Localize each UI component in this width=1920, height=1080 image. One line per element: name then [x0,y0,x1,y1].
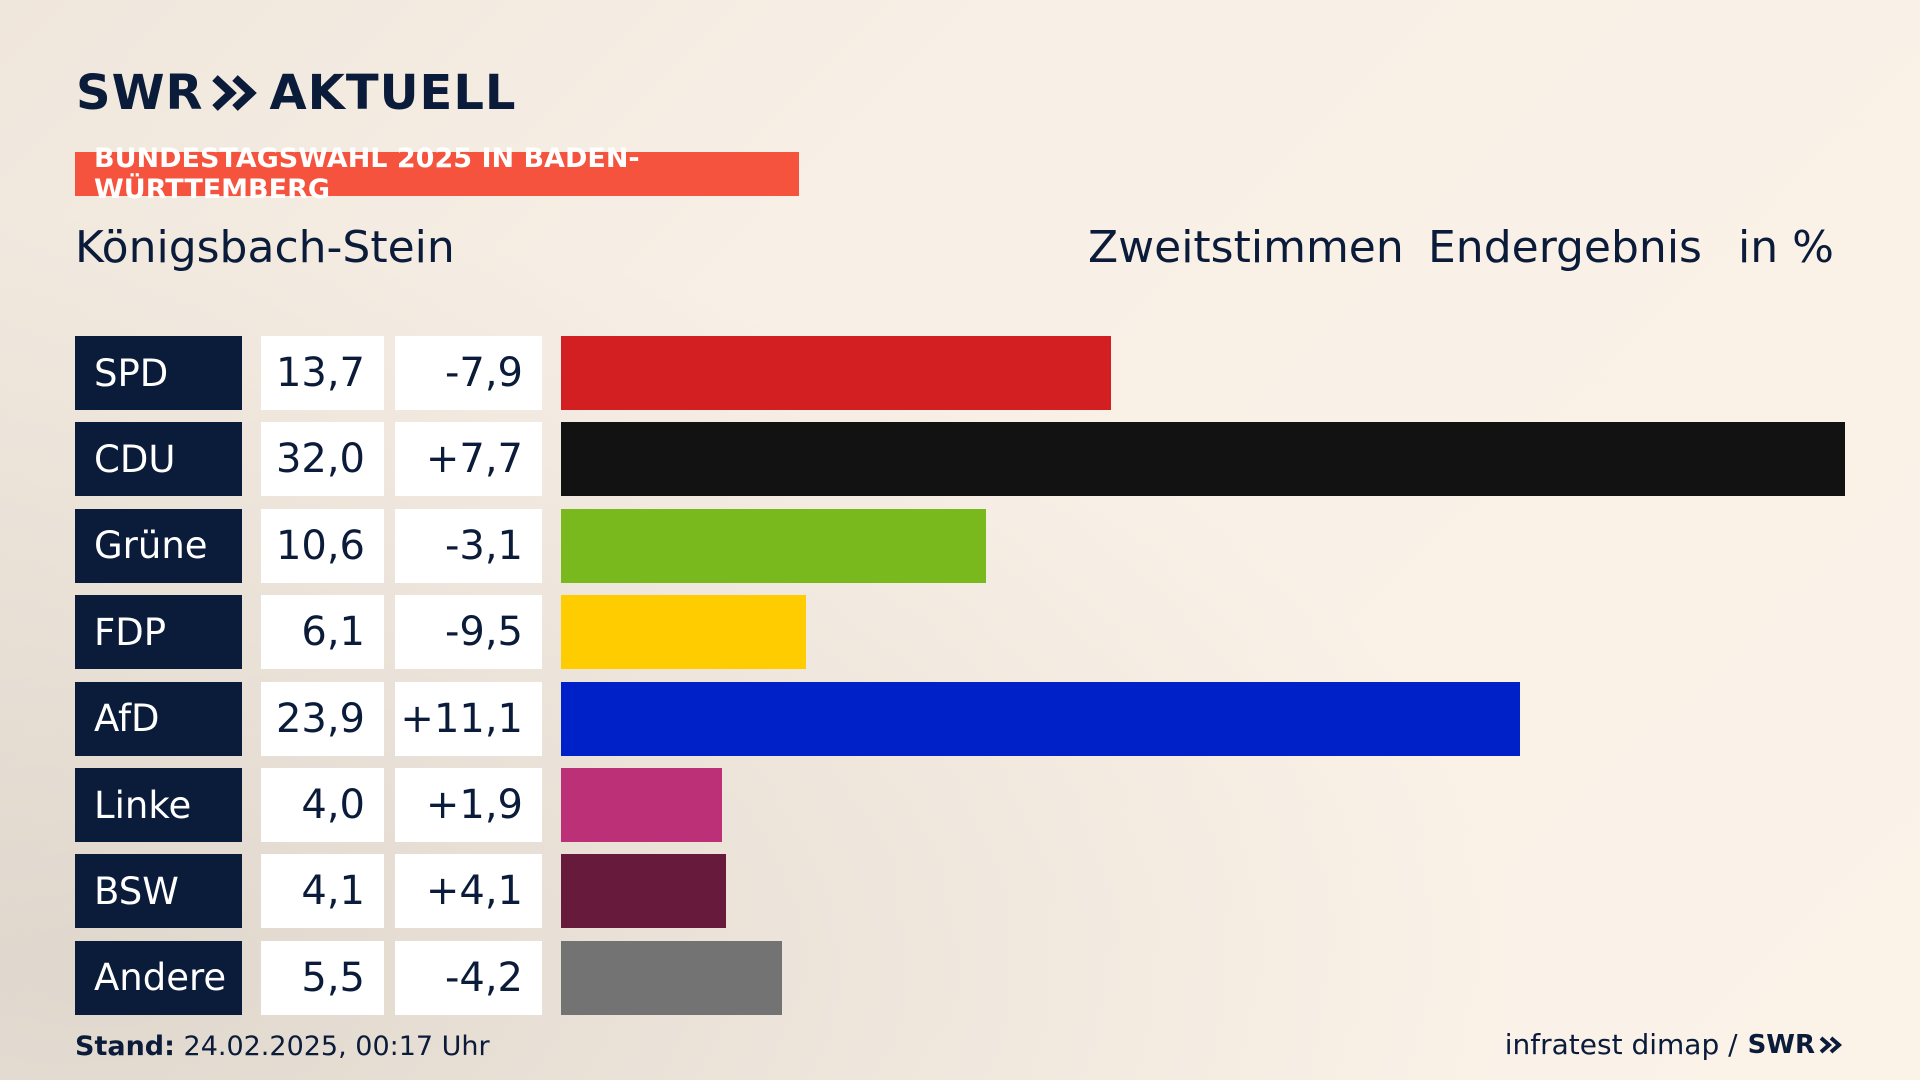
election-tag: BUNDESTAGSWAHL 2025 IN BADEN-WÜRTTEMBERG [75,143,799,205]
bar-spd [561,336,1111,410]
logo-aktuell-text: AKTUELL [269,65,517,121]
bar-cdu [561,422,1845,497]
vote-share-value: 5,5 [261,940,384,1015]
footer-swr-logo: SWR [1748,1030,1844,1060]
source-text: infratest dimap / [1504,1028,1738,1061]
header-status: Endergebnis [1428,222,1702,273]
footer-source: infratest dimap / SWR [1505,1028,1844,1061]
party-label: Andere [75,940,242,1015]
vote-share-change: -9,5 [395,595,542,670]
vote-share-change: +1,9 [395,768,542,842]
vote-share-value: 6,1 [261,595,384,670]
vote-share-change: -4,2 [395,940,542,1015]
vote-share-value: 32,0 [261,422,384,497]
header-vote-type: Zweitstimmen [1088,222,1404,273]
logo-swr-text: SWR [76,65,204,121]
vote-share-change: +4,1 [395,854,542,929]
vote-share-change: -7,9 [395,336,542,410]
party-label: Linke [75,768,242,842]
party-label: CDU [75,422,242,497]
vote-share-change: +11,1 [395,681,542,756]
bar-linke [561,768,722,842]
footer-stand: Stand: 24.02.2025, 00:17 Uhr [75,1031,490,1062]
party-label: BSW [75,854,242,929]
party-label: AfD [75,681,242,756]
bar-grüne [561,508,987,583]
footer-swr-text: SWR [1747,1029,1815,1060]
vote-share-value: 4,0 [261,768,384,842]
vote-share-change: -3,1 [395,508,542,583]
bar-afd [561,681,1520,756]
double-chevron-right-icon [1819,1035,1843,1054]
party-label: SPD [75,336,242,410]
vote-share-value: 4,1 [261,854,384,929]
vote-share-change: +7,7 [395,422,542,497]
vote-share-value: 10,6 [261,508,384,583]
bar-bsw [561,854,726,929]
vote-share-value: 23,9 [261,681,384,756]
vote-share-value: 13,7 [261,336,384,410]
bar-andere [561,940,782,1015]
party-label: Grüne [75,508,242,583]
stand-label: Stand: [75,1031,175,1062]
place-title: Königsbach-Stein [75,222,455,273]
stand-value: 24.02.2025, 00:17 Uhr [183,1031,490,1062]
double-chevron-right-icon [212,75,258,111]
bar-fdp [561,595,806,670]
swr-aktuell-logo: SWR AKTUELL [76,65,517,121]
party-label: FDP [75,595,242,670]
header-unit: in % [1738,222,1834,273]
